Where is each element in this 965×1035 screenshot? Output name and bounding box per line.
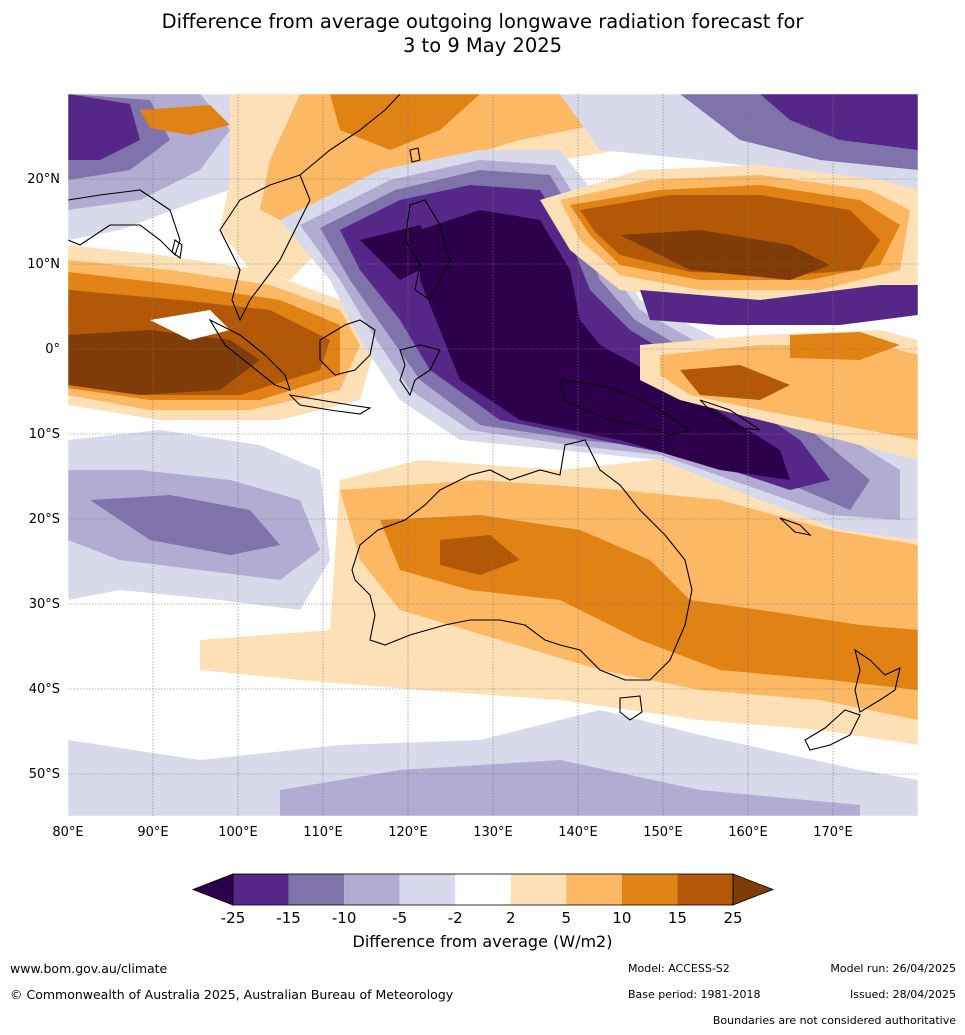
new-zealand-north-coast bbox=[854, 648, 901, 713]
lat-tick-label: 50°S bbox=[29, 767, 60, 782]
colorbar-tick-labels: -25 -15 -10 -5 -2 2 5 10 15 25 bbox=[221, 909, 743, 927]
lat-tick-label: 20°S bbox=[29, 512, 60, 527]
spcz-negative-5 bbox=[420, 210, 790, 480]
olr-anomaly-map: 80°E 90°E 100°E 110°E 120°E 130°E 140°E … bbox=[27, 93, 919, 840]
tasmania-coast bbox=[619, 695, 643, 721]
ne-negative-3 bbox=[760, 94, 918, 150]
lon-tick-label: 150°E bbox=[643, 825, 683, 840]
lon-tick-label: 120°E bbox=[388, 825, 428, 840]
sumatra-coast bbox=[208, 318, 291, 391]
new-zealand-south-coast bbox=[804, 709, 861, 751]
colorbar-extend-low bbox=[191, 873, 234, 906]
lon-tick-label: 160°E bbox=[728, 825, 768, 840]
lon-tick-label: 140°E bbox=[558, 825, 598, 840]
colorbar-tick-label: -15 bbox=[276, 909, 301, 927]
lat-tick-label: 0° bbox=[45, 342, 60, 357]
taiwan-coast bbox=[409, 147, 421, 163]
india-coast bbox=[68, 189, 181, 257]
model-name: Model: ACCESS-S2 bbox=[628, 962, 730, 975]
map-title: Difference from average outgoing longwav… bbox=[0, 10, 965, 58]
map-frame bbox=[67, 93, 919, 817]
colorbar-swatch bbox=[288, 874, 345, 905]
colorbar-label: Difference from average (W/m2) bbox=[352, 932, 613, 951]
lon-tick-label: 90°E bbox=[137, 825, 168, 840]
eq-pacific-negative bbox=[640, 285, 918, 325]
lat-tick-label: 10°N bbox=[27, 257, 60, 272]
lat-tick-label: 40°S bbox=[29, 682, 60, 697]
website-link[interactable]: www.bom.gov.au/climate bbox=[10, 961, 168, 976]
colorbar-tick-label: 15 bbox=[668, 909, 687, 927]
colorbar-swatch bbox=[566, 874, 622, 905]
colorbar-tick-label: 2 bbox=[506, 909, 516, 927]
indochina-coast bbox=[219, 174, 311, 322]
philippines-coast bbox=[404, 199, 451, 301]
colorbar-tick-label: 5 bbox=[562, 909, 572, 927]
borneo-coast bbox=[319, 319, 376, 376]
model-run-date: Model run: 26/04/2025 bbox=[830, 962, 956, 975]
base-period: Base period: 1981-2018 bbox=[628, 988, 761, 1001]
title-line-2: 3 to 9 May 2025 bbox=[402, 34, 563, 57]
new-guinea-coast bbox=[559, 379, 692, 436]
lon-tick-labels: 80°E 90°E 100°E 110°E 120°E 130°E 140°E … bbox=[52, 825, 852, 840]
lon-tick-label: 80°E bbox=[52, 825, 83, 840]
colorbar-tick-label: -5 bbox=[392, 909, 407, 927]
gridlines bbox=[68, 94, 918, 816]
lon-tick-label: 170°E bbox=[813, 825, 853, 840]
solomon-coast bbox=[699, 399, 761, 431]
colorbar-tick-label: 25 bbox=[723, 909, 742, 927]
australia-positive-4 bbox=[440, 535, 520, 575]
colorbar-swatches bbox=[191, 873, 775, 906]
colorbar-swatch bbox=[510, 874, 567, 905]
lat-tick-label: 20°N bbox=[27, 172, 60, 187]
copyright-notice: © Commonwealth of Australia 2025, Austra… bbox=[10, 987, 454, 1002]
sw-pacific-positive-4 bbox=[790, 332, 900, 360]
colorbar-outline bbox=[232, 873, 734, 906]
bay-of-bengal-white bbox=[150, 310, 230, 340]
colorbar-swatch bbox=[344, 874, 400, 905]
title-line-1: Difference from average outgoing longwav… bbox=[161, 10, 804, 33]
nw-negative-4 bbox=[68, 94, 140, 160]
indian-ocean-positive-5 bbox=[68, 330, 260, 395]
sw-pacific-positive-3 bbox=[680, 365, 790, 400]
colorbar-tick-label: 10 bbox=[612, 909, 631, 927]
lat-tick-label: 10°S bbox=[29, 427, 60, 442]
sulawesi-coast bbox=[399, 344, 441, 397]
lon-tick-label: 100°E bbox=[218, 825, 258, 840]
new-caledonia-coast bbox=[779, 517, 812, 536]
lon-tick-label: 130°E bbox=[473, 825, 513, 840]
lon-tick-label: 110°E bbox=[303, 825, 343, 840]
himalaya-positive bbox=[140, 105, 230, 135]
java-coast bbox=[288, 394, 372, 415]
sri-lanka-coast bbox=[171, 239, 183, 259]
lat-tick-label: 30°S bbox=[29, 597, 60, 612]
colorbar-swatch bbox=[621, 874, 678, 905]
colorbar-extend-high bbox=[732, 873, 775, 906]
colorbar-swatch bbox=[455, 874, 511, 905]
pacific-positive-5 bbox=[620, 230, 830, 280]
colorbar-swatch bbox=[399, 874, 456, 905]
china-coast bbox=[299, 94, 401, 176]
colorbar-tick-label: -2 bbox=[448, 909, 463, 927]
north-positive-3 bbox=[330, 94, 480, 150]
colorbar-swatch bbox=[233, 874, 289, 905]
issued-date: Issued: 28/04/2025 bbox=[849, 988, 956, 1001]
south-indian-negative-3 bbox=[90, 495, 280, 555]
lat-tick-labels: 20°N 10°N 0° 10°S 20°S 30°S 40°S 50°S bbox=[27, 172, 60, 782]
colorbar-tick-label: -25 bbox=[221, 909, 246, 927]
australia-coast bbox=[351, 439, 693, 681]
boundary-disclaimer: Boundaries are not considered authoritat… bbox=[712, 1014, 956, 1027]
coastlines bbox=[68, 94, 901, 751]
colorbar-tick-label: -10 bbox=[332, 909, 357, 927]
colorbar-swatch bbox=[677, 874, 733, 905]
